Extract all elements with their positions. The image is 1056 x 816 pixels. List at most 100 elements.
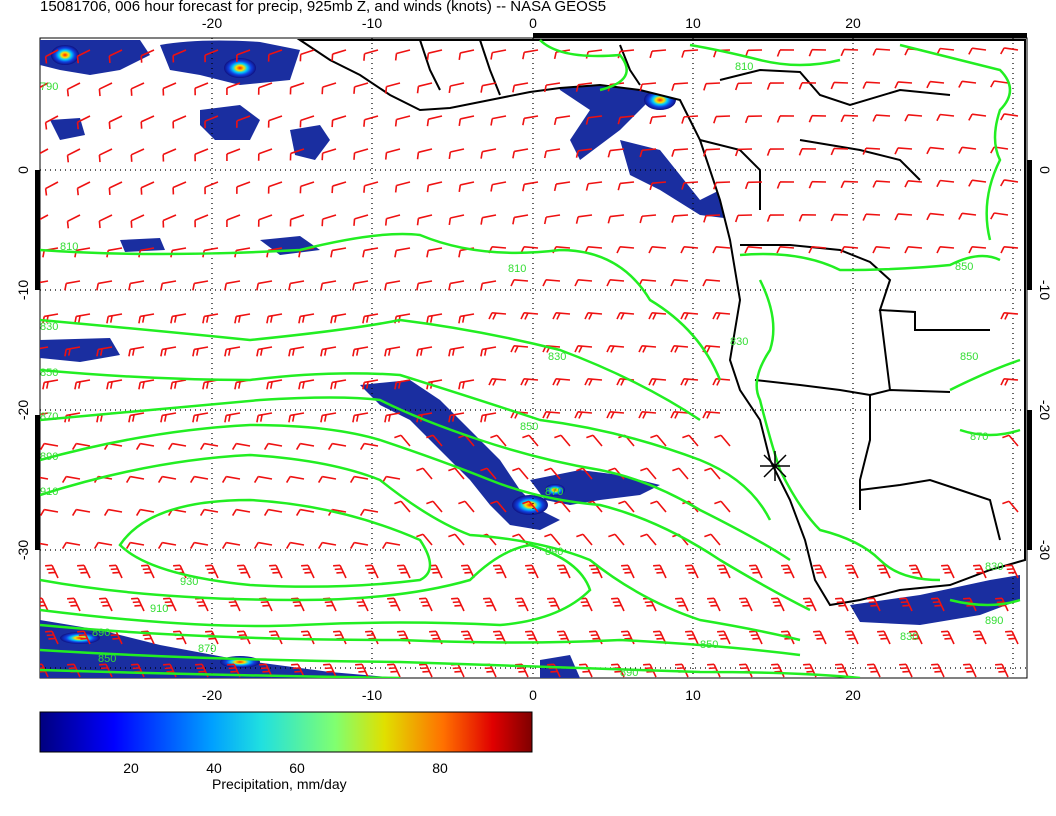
wind-barb <box>458 115 475 126</box>
wind-barb <box>781 564 795 579</box>
wind-barb <box>958 80 977 88</box>
wind-barb <box>576 533 593 546</box>
wind-barbs <box>40 47 1019 678</box>
wind-barb <box>416 346 433 357</box>
wind-barb <box>522 500 539 513</box>
wind-barb <box>862 147 881 155</box>
wind-barb <box>416 533 433 546</box>
wind-barb <box>639 82 657 92</box>
wind-barb <box>606 410 625 419</box>
wind-barb <box>714 434 731 447</box>
wind-barb <box>40 214 49 221</box>
wind-barb <box>872 114 891 122</box>
wind-barb <box>653 564 667 579</box>
wind-barb <box>547 597 561 612</box>
wind-barb <box>1000 377 1019 386</box>
wind-barb <box>703 214 721 223</box>
wind-barb <box>64 280 81 291</box>
wind-barb <box>170 313 187 324</box>
wind-barb <box>909 630 923 645</box>
wind-barb <box>585 115 603 125</box>
wind-barb <box>522 115 539 126</box>
wind-barb <box>650 500 667 513</box>
contour-label: 850 <box>98 653 116 665</box>
wind-barb <box>394 500 411 513</box>
wind-barb <box>480 214 497 225</box>
wind-barb <box>44 115 59 130</box>
wind-barb <box>798 213 817 222</box>
wind-barb <box>416 82 433 94</box>
wind-barb <box>359 508 379 516</box>
wind-barb <box>96 280 113 291</box>
wind-barb <box>512 214 529 225</box>
contour-label: 890 <box>92 627 110 639</box>
wind-barb <box>813 630 827 645</box>
wind-barb <box>289 214 305 227</box>
wind-barb <box>363 49 379 61</box>
wind-barb <box>295 442 315 450</box>
wind-barb <box>840 48 859 57</box>
wind-barb <box>384 82 401 94</box>
wind-barb <box>138 313 155 324</box>
wind-barb <box>618 500 635 513</box>
wind-barb <box>490 115 507 126</box>
contour-label: 890 <box>985 615 1003 627</box>
wind-barb <box>394 379 411 390</box>
wind-barb <box>813 564 827 579</box>
wind-barb <box>394 434 411 447</box>
wind-barb <box>649 181 667 191</box>
wind-barb <box>267 49 283 62</box>
wind-barb <box>160 346 177 357</box>
wind-barb <box>671 214 689 223</box>
wind-barb <box>926 146 945 155</box>
wind-barb <box>525 564 539 579</box>
wind-barb <box>680 311 699 320</box>
wind-barb <box>289 82 305 95</box>
wind-barb <box>803 597 817 612</box>
wind-barb <box>512 148 529 159</box>
wind-barb <box>365 564 379 579</box>
lon-tick-bottom: -10 <box>362 687 382 703</box>
wind-barb <box>1002 434 1019 447</box>
wind-barb <box>1000 47 1019 55</box>
wind-barb <box>704 533 721 546</box>
wind-barb <box>1000 245 1019 254</box>
lon-tick-bottom: 0 <box>529 687 537 703</box>
wind-barb <box>554 500 571 513</box>
wind-barb <box>130 148 145 162</box>
colorbar-tick: 60 <box>289 760 305 776</box>
lat-tick-left: -30 <box>15 540 31 560</box>
wind-barb <box>776 181 795 189</box>
wind-barb <box>44 181 59 196</box>
wind-barb <box>221 475 241 483</box>
wind-barb <box>352 280 369 291</box>
wind-barb <box>744 181 763 190</box>
wind-barb <box>301 564 315 579</box>
wind-barb <box>649 115 667 125</box>
contour-label: 810 <box>60 241 78 253</box>
wind-barb <box>256 412 273 423</box>
wind-barb <box>830 147 849 156</box>
wind-barb <box>61 475 81 483</box>
lon-tick-top: -10 <box>362 15 382 31</box>
wind-barb <box>483 597 497 612</box>
wind-barb <box>451 597 465 612</box>
wind-barb <box>714 500 731 513</box>
wind-barb <box>1005 564 1019 579</box>
wind-barb <box>670 278 689 287</box>
wind-barb <box>576 467 593 480</box>
wind-barb <box>894 81 913 89</box>
wind-barb <box>387 597 401 612</box>
wind-barb <box>330 379 347 390</box>
wind-barb <box>426 434 443 447</box>
wind-barb <box>990 212 1009 220</box>
wind-barb <box>256 280 273 291</box>
wind-barb <box>199 508 219 516</box>
wind-barb <box>320 412 337 423</box>
wind-barb <box>77 630 91 645</box>
wind-barb <box>231 508 251 516</box>
wind-barb <box>1000 311 1019 320</box>
wind-barb <box>584 311 603 320</box>
wind-barb <box>776 245 795 254</box>
contour-label: 850 <box>955 261 973 273</box>
